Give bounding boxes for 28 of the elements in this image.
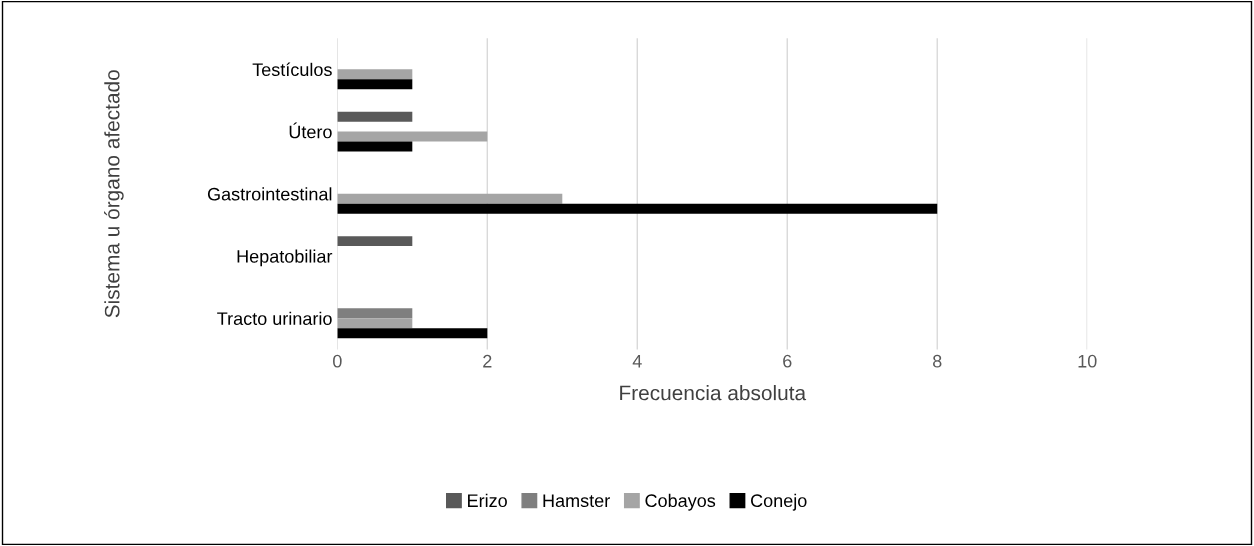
bar — [337, 141, 413, 152]
x-tick-label: 6 — [783, 354, 792, 368]
bar — [337, 111, 413, 122]
y-tick-label: Gastrointestinal — [207, 187, 332, 201]
x-tick-label: 2 — [483, 354, 492, 368]
y-tick-label: Útero — [289, 122, 332, 139]
bar — [337, 69, 413, 80]
bar — [337, 79, 413, 90]
y-tick-label: Tracto urinario — [217, 311, 332, 326]
bar — [337, 193, 563, 204]
bar — [337, 131, 488, 142]
legend-label: Cobayos — [645, 493, 716, 511]
legend-label: Conejo — [751, 493, 807, 511]
bar — [337, 236, 413, 247]
x-tick-label: 10 — [1078, 354, 1097, 368]
x-axis-title: Frecuencia absoluta — [620, 385, 807, 401]
legend-label: Erizo — [468, 493, 507, 508]
bar — [337, 318, 413, 329]
y-tick-label: Testículos — [252, 62, 332, 77]
y-axis-title: Sistema u órgano afectado — [104, 70, 124, 318]
bar — [337, 203, 938, 214]
x-tick-label: 8 — [933, 354, 942, 368]
legend-label: Hamster — [543, 494, 610, 508]
bar — [337, 308, 413, 319]
bar — [337, 328, 488, 339]
x-tick-label: 4 — [632, 354, 642, 368]
x-tick-label: 0 — [333, 354, 342, 368]
y-tick-label: Hepatobiliar — [237, 249, 333, 267]
